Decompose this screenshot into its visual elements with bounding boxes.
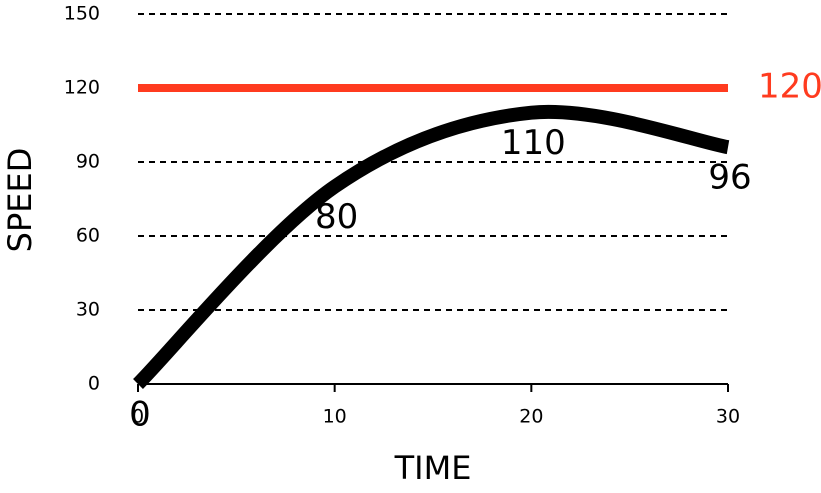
y-tick-label: 90 (76, 151, 100, 173)
line (133, 104, 730, 389)
y-tick-label: 30 (76, 299, 100, 321)
y-axis-title: SPEED (1, 148, 39, 253)
x-tick-label: 20 (519, 406, 543, 428)
x-tick-label: 30 (716, 406, 740, 428)
x-axis-title: TIME (394, 449, 472, 487)
data-label: 0 (129, 395, 151, 435)
data-label: 96 (708, 158, 751, 198)
reference-label: 120 (758, 67, 821, 107)
y-tick-label: 150 (64, 3, 100, 25)
y-tick-label: 0 (88, 373, 100, 395)
data-label: 80 (315, 197, 358, 237)
y-tick-label: 60 (76, 225, 100, 247)
y-tick-label: 120 (64, 77, 100, 99)
x-tick-label: 0 (132, 406, 144, 428)
x-tick-label: 10 (323, 406, 347, 428)
data-label: 110 (501, 123, 566, 163)
